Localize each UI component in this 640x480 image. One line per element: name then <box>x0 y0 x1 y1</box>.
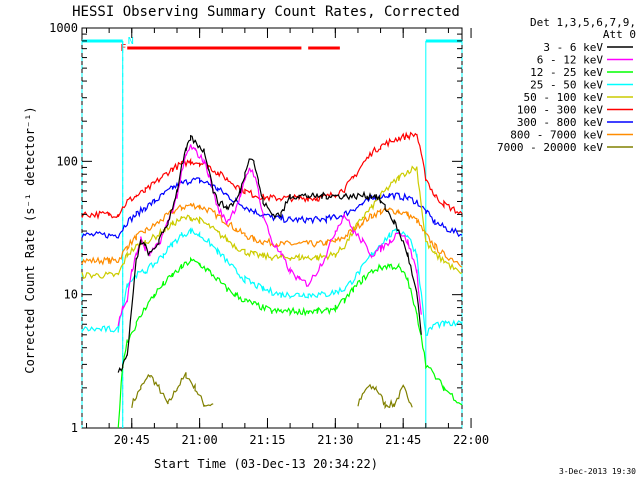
chart-title: HESSI Observing Summary Count Rates, Cor… <box>72 4 460 20</box>
legend-entry-8: 7000 - 20000 keV <box>497 141 603 154</box>
y-tick-label: 100 <box>56 154 78 168</box>
y-tick-label: 1000 <box>49 21 78 35</box>
flag-label-F: F <box>120 43 126 54</box>
y-axis-label: Corrected Count Rate (s⁻¹ detector⁻¹) <box>23 106 37 373</box>
footer-date: 3-Dec-2013 19:30 <box>559 467 636 476</box>
legend-header-line-2: Att 0 <box>603 28 636 41</box>
legend-entry-6: 300 - 800 keV <box>517 116 603 129</box>
legend-entry-5: 100 - 300 keV <box>517 104 603 117</box>
y-tick-label: 10 <box>64 288 78 302</box>
hessi-count-rate-chart: HESSI Observing Summary Count Rates, Cor… <box>0 0 640 480</box>
legend-entry-4: 50 - 100 keV <box>524 91 604 104</box>
legend-entry-0: 3 - 6 keV <box>543 41 603 54</box>
legend-entry-2: 12 - 25 keV <box>530 66 603 79</box>
x-tick-label: 21:15 <box>249 433 285 447</box>
legend-entry-7: 800 - 7000 keV <box>510 129 603 142</box>
x-tick-label: 21:45 <box>385 433 421 447</box>
x-axis-label: Start Time (03-Dec-13 20:34:22) <box>154 457 378 471</box>
x-tick-label: 21:00 <box>182 433 218 447</box>
x-tick-label: 20:45 <box>114 433 150 447</box>
x-tick-label: 22:00 <box>453 433 489 447</box>
flag-label-N: N <box>128 36 134 47</box>
legend-entry-3: 25 - 50 keV <box>530 79 603 92</box>
x-tick-label: 21:30 <box>317 433 353 447</box>
y-tick-label: 1 <box>71 421 78 435</box>
legend-entry-1: 6 - 12 keV <box>537 54 604 67</box>
